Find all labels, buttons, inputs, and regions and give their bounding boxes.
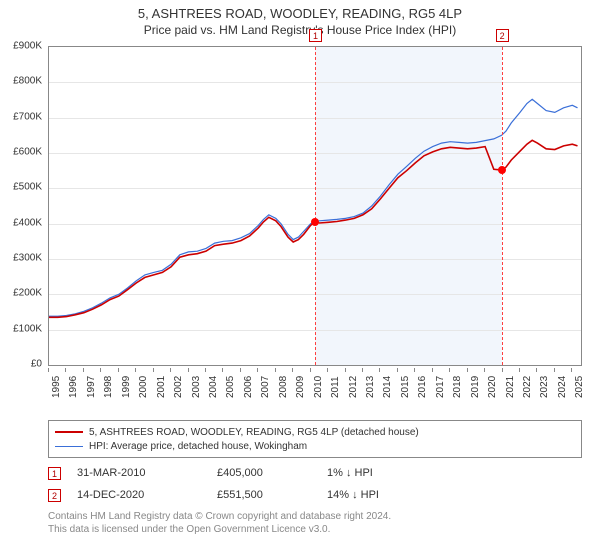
x-tick-label: 2022 (522, 376, 533, 398)
y-tick-label: £300K (13, 253, 42, 264)
series-hpi (49, 99, 578, 316)
x-tick-label: 2018 (452, 376, 463, 398)
x-tick-label: 2024 (557, 376, 568, 398)
chart-subtitle: Price paid vs. HM Land Registry's House … (0, 23, 600, 37)
y-tick-label: £700K (13, 111, 42, 122)
y-axis-labels: £0£100K£200K£300K£400K£500K£600K£700K£80… (0, 46, 46, 366)
x-tick-label: 2007 (260, 376, 271, 398)
x-tick-label: 2004 (208, 376, 219, 398)
x-tick-label: 2023 (539, 376, 550, 398)
y-tick-label: £0 (31, 359, 42, 370)
x-tick-label: 2025 (574, 376, 585, 398)
y-tick-label: £500K (13, 182, 42, 193)
sale-delta: 1% ↓ HPI (327, 467, 427, 479)
footer-line1: Contains HM Land Registry data © Crown c… (48, 510, 582, 523)
x-tick-label: 2016 (417, 376, 428, 398)
x-tick-label: 2009 (295, 376, 306, 398)
x-tick-label: 2021 (505, 376, 516, 398)
x-tick-label: 2011 (330, 376, 341, 398)
y-tick-label: £200K (13, 288, 42, 299)
sale-row: 2 14-DEC-2020 £551,500 14% ↓ HPI (48, 484, 582, 506)
footer-line2: This data is licensed under the Open Gov… (48, 523, 582, 536)
legend-label-hpi: HPI: Average price, detached house, Woki… (89, 441, 307, 452)
chart-titles: 5, ASHTREES ROAD, WOODLEY, READING, RG5 … (0, 0, 600, 37)
y-tick-label: £800K (13, 76, 42, 87)
legend-swatch-red (55, 431, 83, 433)
legend-label-property: 5, ASHTREES ROAD, WOODLEY, READING, RG5 … (89, 427, 419, 438)
x-tick-label: 2008 (278, 376, 289, 398)
legend-item-property: 5, ASHTREES ROAD, WOODLEY, READING, RG5 … (55, 425, 575, 439)
legend: 5, ASHTREES ROAD, WOODLEY, READING, RG5 … (48, 420, 582, 458)
x-tick-label: 2013 (365, 376, 376, 398)
sale-price: £551,500 (217, 489, 327, 501)
footer-credits: Contains HM Land Registry data © Crown c… (48, 510, 582, 536)
sale-marker-dot (498, 166, 506, 174)
x-tick-label: 2020 (487, 376, 498, 398)
x-tick-label: 2010 (313, 376, 324, 398)
chart-area: £0 £100K £200K £300K £400K £500K £600K £700K £80… (0, 46, 600, 406)
x-tick-label: 2014 (382, 376, 393, 398)
legend-swatch-blue (55, 446, 83, 447)
x-tick-label: 1995 (51, 376, 62, 398)
x-tick-label: 2003 (191, 376, 202, 398)
y-tick-label: £400K (13, 217, 42, 228)
sale-date: 14-DEC-2020 (77, 489, 217, 501)
x-tick-label: 2005 (225, 376, 236, 398)
x-tick-label: 2006 (243, 376, 254, 398)
chart-title: 5, ASHTREES ROAD, WOODLEY, READING, RG5 … (0, 6, 600, 21)
x-tick-label: 2000 (138, 376, 149, 398)
x-axis-labels: 1995 1996 1997 1998 1999 2000 2001 2002 2003 2004… (48, 368, 582, 408)
sale-price: £405,000 (217, 467, 327, 479)
x-tick-label: 1998 (103, 376, 114, 398)
x-tick-label: 2012 (348, 376, 359, 398)
sale-date: 31-MAR-2010 (77, 467, 217, 479)
x-tick-label: 2015 (400, 376, 411, 398)
x-tick-label: 1997 (86, 376, 97, 398)
sale-delta: 14% ↓ HPI (327, 489, 427, 501)
x-tick-label: 2001 (156, 376, 167, 398)
marker-number-box: 1 (309, 29, 322, 42)
y-tick-label: £100K (13, 323, 42, 334)
sale-num-box: 1 (48, 467, 61, 480)
y-tick-label: £900K (13, 41, 42, 52)
marker-number-box: 2 (496, 29, 509, 42)
sale-num-box: 2 (48, 489, 61, 502)
x-tick-label: 2002 (173, 376, 184, 398)
x-tick-label: 1996 (68, 376, 79, 398)
sale-marker-dot (311, 218, 319, 226)
y-tick-label: £600K (13, 147, 42, 158)
sales-table: 1 31-MAR-2010 £405,000 1% ↓ HPI 2 14-DEC… (48, 462, 582, 506)
x-tick-label: 1999 (121, 376, 132, 398)
plot-area: 12 (48, 46, 582, 366)
x-tick-label: 2017 (435, 376, 446, 398)
legend-item-hpi: HPI: Average price, detached house, Woki… (55, 439, 575, 453)
x-tick-label: 2019 (470, 376, 481, 398)
sale-row: 1 31-MAR-2010 £405,000 1% ↓ HPI (48, 462, 582, 484)
